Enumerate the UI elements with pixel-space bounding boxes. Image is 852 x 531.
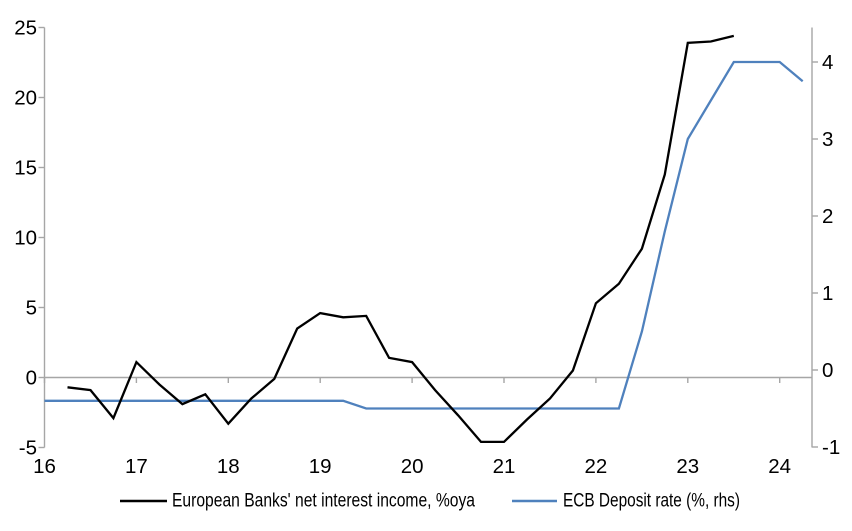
- left-tick-label: 5: [26, 297, 37, 320]
- nii-line: [67, 34, 735, 444]
- deposit-rate-line: [44, 60, 804, 410]
- left-tick-label: 25: [14, 17, 37, 40]
- left-tick-label: 15: [14, 157, 37, 180]
- right-tick-label: -1: [822, 436, 840, 459]
- x-tick-label: 16: [33, 455, 56, 478]
- x-tick-label: 17: [125, 455, 148, 478]
- right-axis: 4 3 2 1 0 -1: [811, 27, 840, 459]
- right-tick-label: 1: [822, 282, 833, 305]
- right-tick-label: 2: [822, 205, 833, 228]
- x-tick-label: 23: [676, 455, 699, 478]
- legend-label-nii: European Banks' net interest income, %oy…: [172, 491, 475, 512]
- x-tick-label: 24: [768, 455, 791, 478]
- left-axis: 25 20 15 10 5 0 -5: [14, 17, 46, 460]
- legend: European Banks' net interest income, %oy…: [120, 491, 740, 512]
- x-tick-label: 22: [584, 455, 607, 478]
- legend-item-deposit-rate: ECB Deposit rate (%, rhs): [512, 491, 740, 512]
- legend-item-nii: European Banks' net interest income, %oy…: [120, 491, 475, 512]
- x-tick-label: 18: [217, 455, 240, 478]
- right-tick-label: 3: [822, 128, 833, 151]
- left-tick-label: 0: [26, 367, 37, 390]
- right-tick-label: 4: [822, 51, 833, 74]
- left-tick-label: 10: [14, 227, 37, 250]
- right-tick-label: 0: [822, 359, 833, 382]
- x-tick-label: 21: [493, 455, 516, 478]
- legend-label-deposit-rate: ECB Deposit rate (%, rhs): [563, 491, 740, 512]
- x-tick-label: 19: [309, 455, 332, 478]
- x-axis: 16 17 18 19 20 21 22 23 24: [33, 377, 791, 478]
- x-tick-label: 20: [401, 455, 424, 478]
- left-tick-label: -5: [19, 437, 37, 460]
- left-tick-label: 20: [14, 87, 37, 110]
